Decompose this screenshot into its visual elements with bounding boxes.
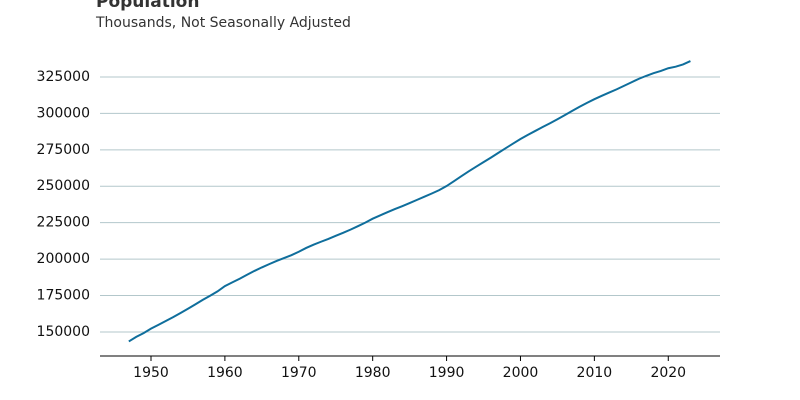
y-tick-label: 200000	[37, 251, 90, 267]
y-tick-label: 300000	[37, 105, 90, 121]
y-tick-label: 325000	[37, 69, 90, 85]
chart-subtitle: Thousands, Not Seasonally Adjusted	[95, 15, 351, 31]
x-tick-label: 2010	[577, 365, 613, 381]
y-tick-label: 175000	[37, 288, 90, 304]
x-tick-label: 1970	[281, 365, 317, 381]
x-tick-label: 1990	[429, 365, 465, 381]
line	[128, 60, 691, 343]
chart-title: Population	[96, 0, 199, 12]
y-tick-label: 225000	[37, 215, 90, 231]
x-tick-label: 2000	[503, 365, 539, 381]
y-tick-label: 150000	[37, 324, 90, 340]
x-tick-label: 1960	[207, 365, 243, 381]
y-tick-label: 275000	[37, 142, 90, 158]
y-tick-label: 250000	[37, 178, 90, 194]
x-tick-label: 1980	[355, 365, 391, 381]
x-tick-label: 1950	[133, 365, 169, 381]
x-tick-label: 2020	[650, 365, 686, 381]
